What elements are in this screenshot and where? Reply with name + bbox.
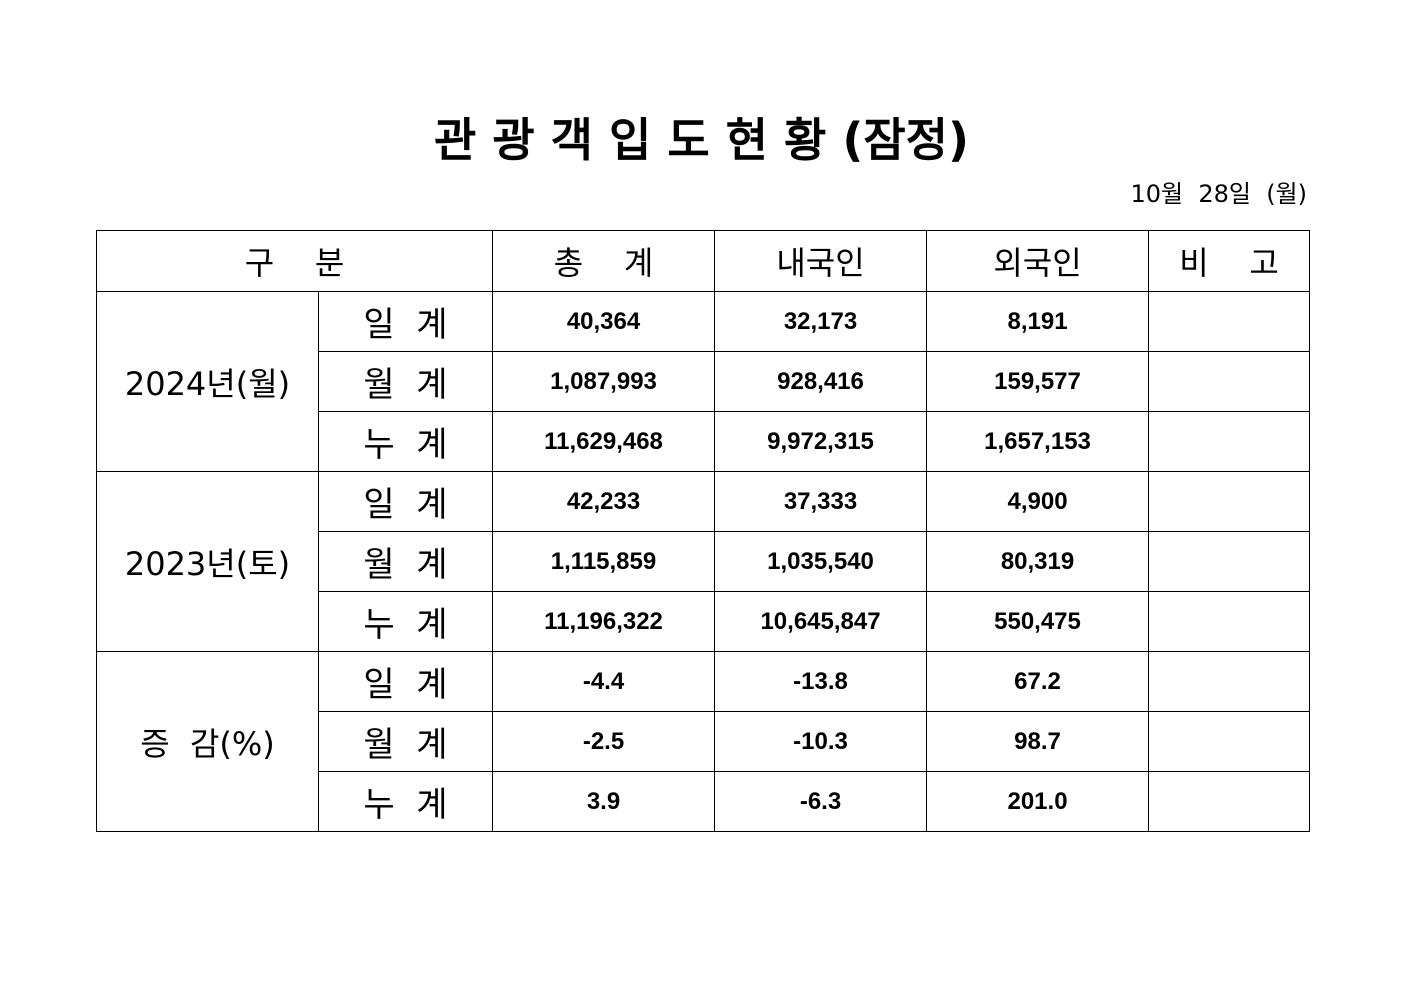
note-cell [1148, 591, 1311, 652]
foreign-cell: 67.2 [926, 651, 1150, 712]
domestic-cell: 928,416 [714, 351, 928, 412]
row-label: 월 계 [317, 531, 494, 592]
group-label-2023: 2023년(토) [96, 471, 319, 652]
row-label: 일 계 [317, 471, 494, 532]
header-total: 총 계 [492, 230, 716, 292]
note-cell [1148, 411, 1311, 472]
header-category: 구 분 [95, 230, 494, 292]
table-row: 월 계 -2.5 -10.3 98.7 [97, 711, 1311, 772]
header-foreign: 외국인 [926, 230, 1150, 292]
note-cell [1148, 531, 1311, 592]
report-date: 10월 28일 (월) [1130, 180, 1307, 208]
group-label-2024: 2024년(월) [96, 291, 319, 472]
total-cell: 42,233 [492, 471, 716, 532]
total-cell: 11,196,322 [492, 591, 716, 652]
domestic-cell: 37,333 [714, 471, 928, 532]
foreign-cell: 98.7 [926, 711, 1150, 772]
row-label: 월 계 [317, 351, 494, 412]
table-row: 증 감(%) 일 계 -4.4 -13.8 67.2 [96, 651, 1311, 832]
total-cell: -2.5 [492, 711, 716, 772]
total-cell: 1,115,859 [492, 531, 716, 592]
foreign-cell: 159,577 [926, 351, 1150, 412]
foreign-cell: 550,475 [926, 591, 1150, 652]
note-cell [1148, 651, 1311, 712]
header-row: 구 분 총 계 내국인 외국인 비 고 [95, 230, 1311, 292]
note-cell [1148, 351, 1311, 412]
domestic-cell: -6.3 [714, 771, 928, 832]
table-row: 누 계 11,629,468 9,972,315 1,657,153 [97, 411, 1311, 472]
visitor-stats-table: 구 분 총 계 내국인 외국인 비 고 2024년(월) 일 계 40,364 … [95, 230, 1311, 832]
table-row: 누 계 3.9 -6.3 201.0 [97, 771, 1311, 832]
domestic-cell: 32,173 [714, 291, 928, 352]
domestic-cell: 1,035,540 [714, 531, 928, 592]
total-cell: 3.9 [492, 771, 716, 832]
document-title: 관 광 객 입 도 현 황 (잠정) [433, 113, 970, 167]
header-note: 비 고 [1148, 230, 1311, 292]
table-row: 2024년(월) 일 계 40,364 32,173 8,191 [96, 291, 1311, 472]
foreign-cell: 4,900 [926, 471, 1150, 532]
note-cell [1148, 771, 1311, 832]
row-label: 일 계 [317, 651, 494, 712]
domestic-cell: -10.3 [714, 711, 928, 772]
note-cell [1148, 711, 1311, 772]
note-cell [1148, 291, 1311, 352]
table-row: 누 계 11,196,322 10,645,847 550,475 [97, 591, 1311, 652]
row-label: 누 계 [317, 411, 494, 472]
foreign-cell: 8,191 [926, 291, 1150, 352]
foreign-cell: 80,319 [926, 531, 1150, 592]
total-cell: 11,629,468 [492, 411, 716, 472]
total-cell: 40,364 [492, 291, 716, 352]
domestic-cell: 10,645,847 [714, 591, 928, 652]
row-label: 누 계 [317, 591, 494, 652]
total-cell: -4.4 [492, 651, 716, 712]
row-label: 월 계 [317, 711, 494, 772]
foreign-cell: 1,657,153 [926, 411, 1150, 472]
table-row: 월 계 1,115,859 1,035,540 80,319 [97, 531, 1311, 592]
domestic-cell: 9,972,315 [714, 411, 928, 472]
row-label: 일 계 [317, 291, 494, 352]
foreign-cell: 201.0 [926, 771, 1150, 832]
table-row: 2023년(토) 일 계 42,233 37,333 4,900 [96, 471, 1311, 652]
total-cell: 1,087,993 [492, 351, 716, 412]
row-label: 누 계 [317, 771, 494, 832]
note-cell [1148, 471, 1311, 532]
group-label-change: 증 감(%) [96, 651, 319, 832]
domestic-cell: -13.8 [714, 651, 928, 712]
header-domestic: 내국인 [714, 230, 928, 292]
